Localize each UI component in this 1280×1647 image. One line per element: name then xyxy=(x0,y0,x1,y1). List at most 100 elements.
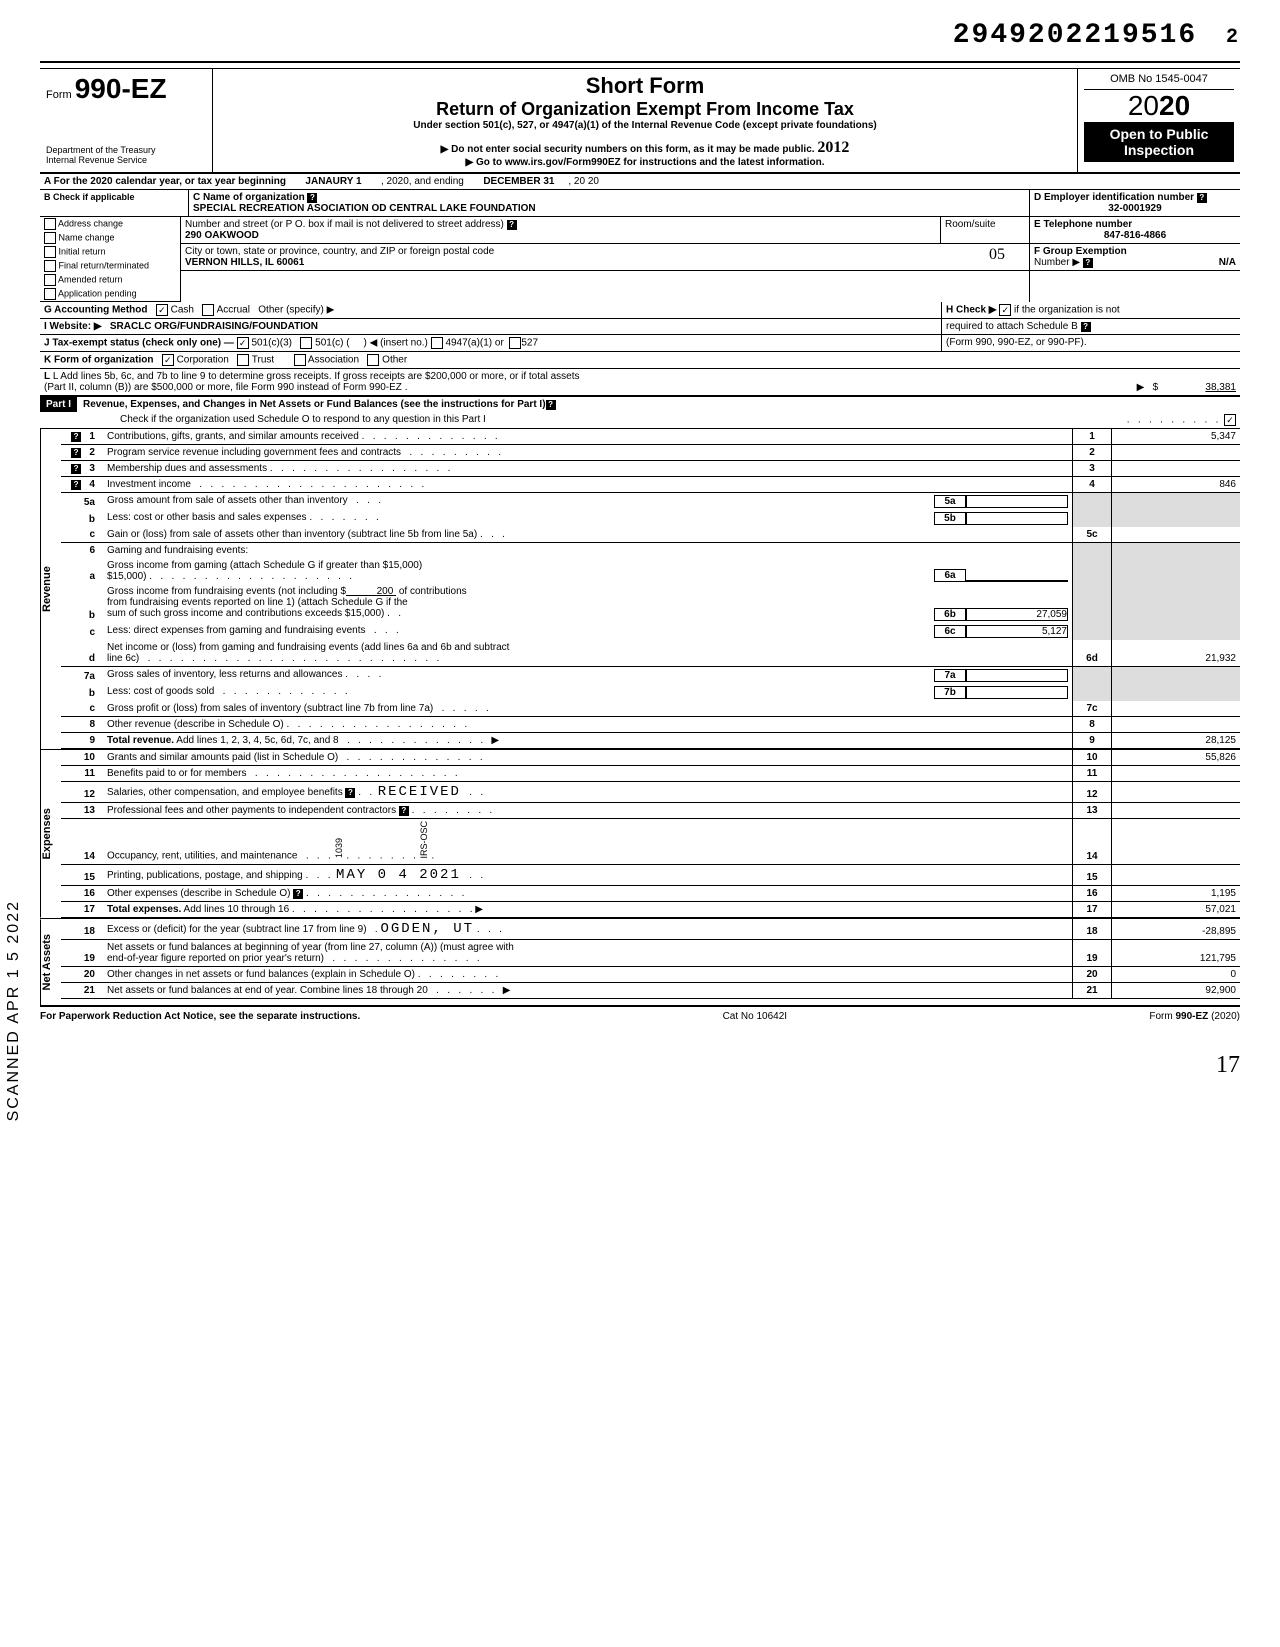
line-1-amount: 5,347 xyxy=(1112,429,1241,445)
line-9-amount: 28,125 xyxy=(1112,733,1241,749)
part-1-header: Part I Revenue, Expenses, and Changes in… xyxy=(40,396,1240,412)
checkbox-amended[interactable] xyxy=(44,274,56,286)
section-l-text2: (Part II, column (B)) are $500,000 or mo… xyxy=(44,382,407,393)
checkbox-4947[interactable] xyxy=(431,337,443,349)
line-18-amount: -28,895 xyxy=(1112,919,1241,940)
line-6b-amount: 27,059 xyxy=(966,608,1068,621)
line-6c-amount: 5,127 xyxy=(966,625,1068,638)
checkbox-501c[interactable] xyxy=(300,337,312,349)
stamp-irs-osc: IRS-OSC xyxy=(419,821,429,859)
ein-value: 32-0001929 xyxy=(1108,203,1161,214)
form-number: Form 990-EZ xyxy=(46,73,206,105)
line-21-amount: 92,900 xyxy=(1112,982,1241,998)
line-14-amount xyxy=(1112,819,1241,865)
city-value: VERNON HILLS, IL 60061 xyxy=(185,257,304,268)
line-7a-amount xyxy=(966,669,1068,682)
checkbox-application-pending[interactable] xyxy=(44,288,56,300)
title-return: Return of Organization Exempt From Incom… xyxy=(219,99,1071,120)
part1-check-line: Check if the organization used Schedule … xyxy=(120,414,486,425)
section-a-row: A For the 2020 calendar year, or tax yea… xyxy=(40,173,1240,190)
org-name: SPECIAL RECREATION ASOCIATION OD CENTRAL… xyxy=(193,203,536,214)
title-short-form: Short Form xyxy=(219,73,1071,99)
section-i-label: I Website: ▶ xyxy=(44,321,102,332)
line-12-amount xyxy=(1112,782,1241,803)
footer-mid: Cat No 10642I xyxy=(723,1011,788,1022)
revenue-table: ? 1 Contributions, gifts, grants, and si… xyxy=(61,429,1240,749)
line-17-amount: 57,021 xyxy=(1112,901,1241,917)
checkbox-527[interactable] xyxy=(509,337,521,349)
tax-year: 2020 xyxy=(1084,90,1234,122)
warning-goto: ▶ Go to www.irs.gov/Form990EZ for instru… xyxy=(219,157,1071,168)
section-e-label: E Telephone number xyxy=(1034,219,1132,230)
website-value: SRACLC ORG/FUNDRAISING/FOUNDATION xyxy=(110,321,318,332)
section-d-label: D Employer identification number xyxy=(1034,192,1194,203)
line-6d-amount: 21,932 xyxy=(1112,640,1241,667)
checkbox-other-org[interactable] xyxy=(367,354,379,366)
checkbox-final-return[interactable] xyxy=(44,260,56,272)
city-label: City or town, state or province, country… xyxy=(185,246,494,257)
telephone-value: 847-816-4866 xyxy=(1104,230,1166,241)
page-number: 17 xyxy=(40,1052,1240,1079)
ogden-stamp: OGDEN, UT xyxy=(380,921,474,937)
section-k-label: K Form of organization xyxy=(44,355,153,366)
line-4-amount: 846 xyxy=(1112,477,1241,493)
line-15-amount xyxy=(1112,864,1241,885)
handwritten-year: 2012 xyxy=(817,139,849,156)
revenue-side-label: Revenue xyxy=(40,429,61,749)
open-public: Open to Public Inspection xyxy=(1084,122,1234,162)
line-13-amount xyxy=(1112,803,1241,819)
subtitle: Under section 501(c), 527, or 4947(a)(1)… xyxy=(219,120,1071,131)
line-19-amount: 121,795 xyxy=(1112,939,1241,966)
handwritten-init: 05 xyxy=(989,246,1005,264)
expenses-table: 10 Grants and similar amounts paid (list… xyxy=(61,750,1240,918)
line-8-amount xyxy=(1112,717,1241,733)
warning-ssn: ▶ Do not enter social security numbers o… xyxy=(219,139,1071,157)
addr-label: Number and street (or P O. box if mail i… xyxy=(185,219,504,230)
dept-treasury: Department of the Treasury xyxy=(46,145,206,155)
room-label: Room/suite xyxy=(945,219,996,230)
checkbox-accrual[interactable] xyxy=(202,304,214,316)
line-2-amount xyxy=(1112,445,1241,461)
street-address: 290 OAKWOOD xyxy=(185,230,259,241)
line-5c-amount xyxy=(1112,527,1241,543)
document-id: 2949202219516 2 xyxy=(40,20,1240,51)
received-stamp: RECEIVED xyxy=(378,784,461,800)
checkbox-initial-return[interactable] xyxy=(44,246,56,258)
checkbox-schedule-b[interactable] xyxy=(999,304,1011,316)
checkbox-cash[interactable] xyxy=(156,304,168,316)
section-f-label: F Group Exemption xyxy=(1034,246,1127,257)
checkbox-association[interactable] xyxy=(294,354,306,366)
footer-left: For Paperwork Reduction Act Notice, see … xyxy=(40,1011,360,1022)
stamp-1039: 1039 xyxy=(334,838,344,858)
checkbox-501c3[interactable] xyxy=(237,337,249,349)
dept-irs: Internal Revenue Service xyxy=(46,155,206,165)
line-7c-amount xyxy=(1112,701,1241,717)
line-16-amount: 1,195 xyxy=(1112,885,1241,901)
line-5a-amount xyxy=(966,495,1068,508)
section-j-label: J Tax-exempt status (check only one) — xyxy=(44,338,234,349)
checkbox-name-change[interactable] xyxy=(44,232,56,244)
section-g-label: G Accounting Method xyxy=(44,305,148,316)
line-7b-amount xyxy=(966,686,1068,699)
gross-receipts: 38,381 xyxy=(1205,382,1236,393)
footer: For Paperwork Reduction Act Notice, see … xyxy=(40,1005,1240,1022)
netassets-table: 18 Excess or (deficit) for the year (sub… xyxy=(61,919,1240,999)
form-header: Form 990-EZ Department of the Treasury I… xyxy=(40,68,1240,173)
section-c-label: C Name of organization xyxy=(193,192,305,203)
section-b-label: B Check if applicable xyxy=(44,192,135,202)
expenses-side-label: Expenses xyxy=(40,750,61,918)
checkbox-corporation[interactable] xyxy=(162,354,174,366)
checkbox-address-change[interactable] xyxy=(44,218,56,230)
line-3-amount xyxy=(1112,461,1241,477)
checkbox-trust[interactable] xyxy=(237,354,249,366)
scanned-stamp: SCANNED APR 1 5 2022 xyxy=(5,900,23,1121)
footer-right: Form 990-EZ (2020) xyxy=(1149,1011,1240,1022)
section-l-text1: L Add lines 5b, 6c, and 7b to line 9 to … xyxy=(53,371,580,382)
line-10-amount: 55,826 xyxy=(1112,750,1241,766)
checkbox-schedule-o[interactable] xyxy=(1224,414,1236,426)
line-6a-amount xyxy=(966,580,1068,582)
line-5b-amount xyxy=(966,512,1068,525)
group-exemption-value: N/A xyxy=(1219,257,1236,268)
date-stamp: MAY 0 4 2021 xyxy=(336,867,461,883)
line-11-amount xyxy=(1112,766,1241,782)
